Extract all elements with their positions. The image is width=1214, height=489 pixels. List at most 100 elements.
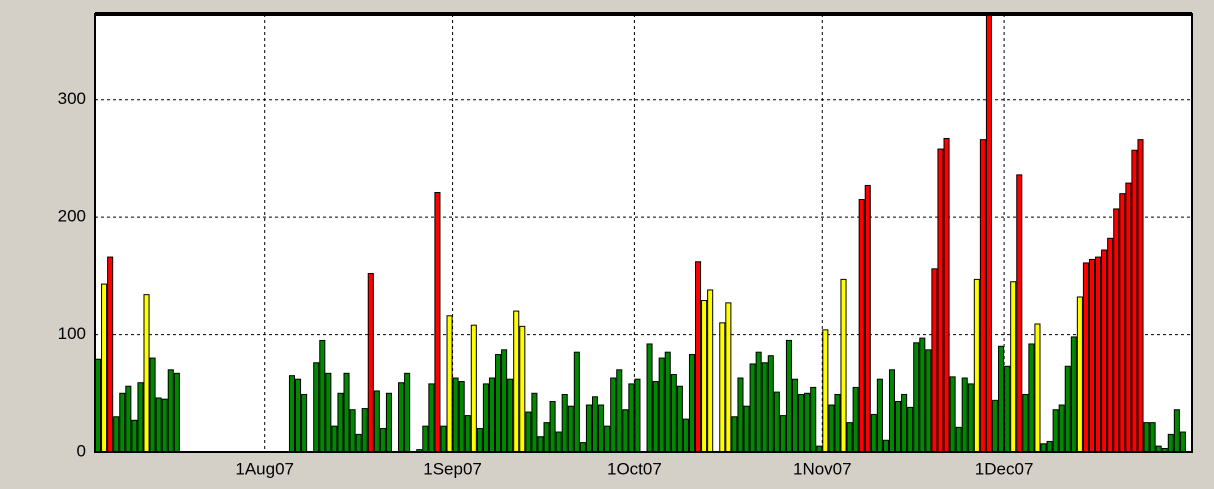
bar (1101, 249, 1108, 452)
bar (616, 369, 623, 452)
bar (313, 362, 320, 452)
bar (173, 372, 180, 452)
bar (767, 355, 774, 452)
bar (337, 392, 344, 452)
bar (913, 342, 920, 452)
bar (579, 442, 586, 452)
bar (585, 404, 592, 452)
bar (725, 302, 732, 452)
bar (858, 199, 865, 452)
bar (301, 393, 308, 452)
bar (907, 406, 914, 452)
bar (143, 294, 150, 452)
bar (113, 416, 120, 452)
bar (349, 409, 356, 452)
bar (573, 351, 580, 452)
x-tick-label: 1Aug07 (235, 459, 294, 478)
bar (476, 428, 483, 452)
bar (828, 404, 835, 452)
bar (695, 261, 702, 452)
labels: 0 100 200 300 1Aug07 1Sep07 1Oct07 1Nov07 1Dec07 (58, 89, 1034, 478)
bar (798, 393, 805, 452)
bar (1046, 440, 1053, 452)
bar (676, 385, 683, 452)
bar (598, 404, 605, 452)
bar (470, 324, 477, 452)
bar (864, 184, 871, 452)
bar (785, 339, 792, 452)
bar (1022, 393, 1029, 452)
bar (549, 401, 556, 452)
bar (1034, 323, 1041, 452)
bar (1058, 404, 1065, 452)
x-tick-label: 1Sep07 (423, 459, 482, 478)
bar (755, 351, 762, 452)
bar (1143, 422, 1150, 452)
bar (870, 413, 877, 452)
bar (567, 405, 574, 452)
bar (464, 415, 471, 452)
bar (973, 278, 980, 452)
bar (1040, 443, 1047, 452)
bar (440, 425, 447, 452)
bar (361, 408, 368, 452)
bar (646, 343, 653, 452)
bar (1070, 336, 1077, 452)
bar (167, 369, 174, 452)
x-tick-label: 1Dec07 (975, 459, 1034, 478)
bar (367, 273, 374, 452)
bar (925, 349, 932, 452)
bar (682, 418, 689, 452)
bar (610, 377, 617, 452)
y-tick-label: 100 (58, 324, 86, 343)
bar (876, 378, 883, 452)
bar (834, 393, 841, 452)
bar (428, 383, 435, 452)
bar (1131, 149, 1138, 452)
bar (1028, 343, 1035, 452)
bar (1149, 422, 1156, 452)
bar (458, 381, 465, 452)
bar (628, 383, 635, 452)
bar (355, 433, 362, 452)
bar (779, 415, 786, 452)
bar (749, 363, 756, 452)
bar (513, 310, 520, 452)
bar (634, 378, 641, 452)
bar (1113, 208, 1120, 452)
bar (955, 426, 962, 452)
bar (452, 377, 459, 452)
bar (1119, 193, 1126, 452)
bar (895, 401, 902, 452)
bar (810, 386, 817, 452)
bar (816, 445, 823, 452)
bar (1004, 365, 1011, 452)
bar (967, 383, 974, 452)
bar (949, 376, 956, 452)
bar (1137, 139, 1144, 452)
bar (155, 397, 162, 452)
bar (1052, 409, 1059, 452)
bar (95, 358, 102, 452)
bar (761, 362, 768, 452)
bar (670, 373, 677, 452)
bar (604, 425, 611, 452)
bar (979, 139, 986, 452)
bar (943, 137, 950, 452)
bar (519, 325, 526, 452)
bar (846, 422, 853, 452)
bar (501, 349, 508, 452)
bar (1179, 431, 1186, 452)
bar (137, 382, 144, 452)
bar (1010, 281, 1017, 452)
bar (1173, 409, 1180, 452)
bar (434, 191, 441, 452)
x-tick-label: 1Nov07 (793, 459, 852, 478)
x-tick-label: 1Oct07 (607, 459, 662, 478)
bar (852, 386, 859, 452)
bar (131, 419, 138, 452)
bar (1167, 433, 1174, 452)
bar (743, 405, 750, 452)
bar (888, 369, 896, 452)
